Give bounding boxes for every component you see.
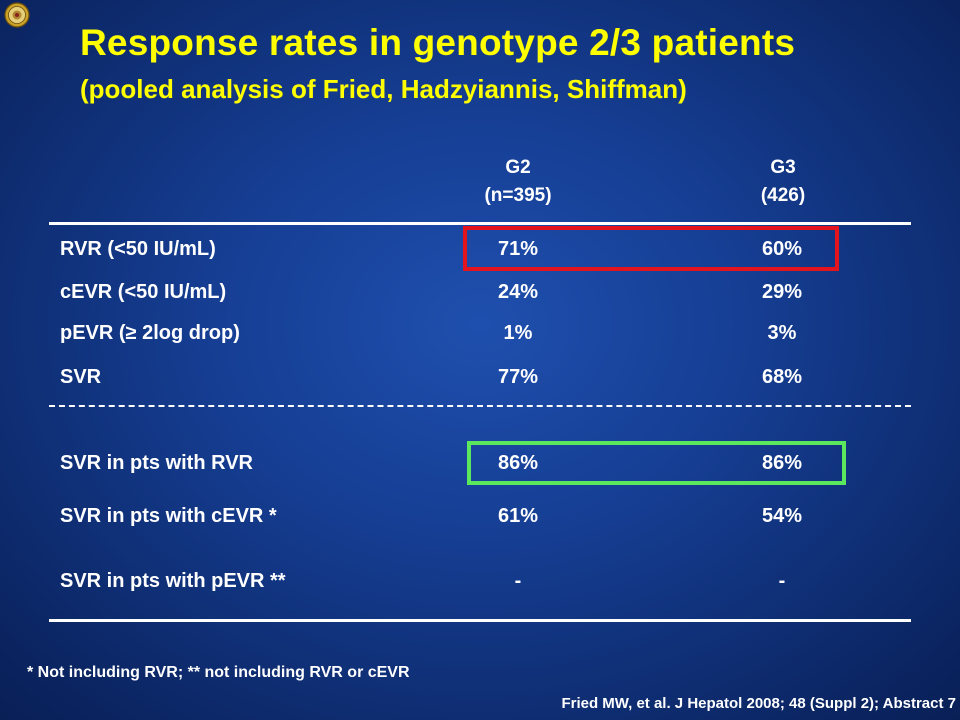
table-top-rule [49, 222, 911, 225]
column-header-g3: G3 (426) [703, 154, 863, 210]
column-header-g2: G2 (n=395) [438, 154, 598, 210]
svr-rvr-highlight-box [467, 441, 846, 485]
cell-cevr-g2: 24% [497, 281, 539, 303]
cell-svr-cevr-g3: 54% [761, 505, 803, 527]
column-header-g2-n: (n=395) [484, 185, 552, 206]
rvr-highlight-box [463, 226, 839, 271]
cell-svr-rvr-g3: 86% [761, 452, 803, 474]
row-label-svr: SVR [60, 366, 102, 388]
cell-svr-cevr-g2: 61% [497, 505, 539, 527]
footnote: * Not including RVR; ** not including RV… [27, 664, 410, 681]
column-header-g2-name: G2 [505, 157, 531, 178]
cell-cevr-g3: 29% [761, 281, 803, 303]
row-label-svr-cevr: SVR in pts with cEVR * [60, 505, 277, 527]
cell-svr-pevr-g3: - [778, 570, 786, 592]
column-header-g3-name: G3 [770, 157, 796, 178]
row-label-svr-rvr: SVR in pts with RVR [60, 452, 253, 474]
cell-pevr-g2: 1% [503, 322, 533, 344]
cell-svr-g2: 77% [497, 366, 539, 388]
row-label-cevr: cEVR (<50 IU/mL) [60, 281, 227, 303]
table-bottom-rule [49, 619, 911, 622]
seal-icon [4, 2, 30, 28]
page-subtitle: (pooled analysis of Fried, Hadzyiannis, … [80, 74, 687, 104]
table-dashed-divider [49, 405, 911, 407]
cell-pevr-g3: 3% [767, 322, 797, 344]
cell-svr-pevr-g2: - [514, 570, 522, 592]
row-label-pevr: pEVR (≥ 2log drop) [60, 322, 240, 344]
cell-rvr-g3: 60% [761, 238, 803, 260]
column-header-g3-n: (426) [760, 185, 806, 206]
row-label-rvr: RVR (<50 IU/mL) [60, 238, 216, 260]
cell-rvr-g2: 71% [497, 238, 539, 260]
page-title: Response rates in genotype 2/3 patients [80, 22, 796, 63]
citation: Fried MW, et al. J Hepatol 2008; 48 (Sup… [561, 695, 956, 712]
row-label-svr-pevr: SVR in pts with pEVR ** [60, 570, 286, 592]
cell-svr-rvr-g2: 86% [497, 452, 539, 474]
cell-svr-g3: 68% [761, 366, 803, 388]
